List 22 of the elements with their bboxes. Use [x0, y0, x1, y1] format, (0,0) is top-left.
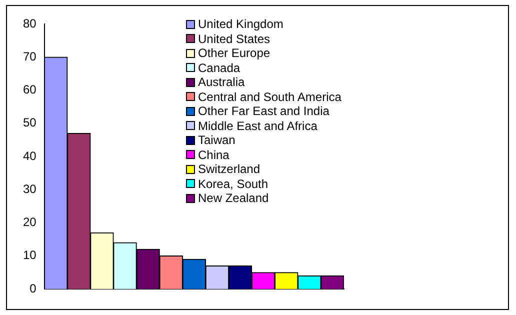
- legend-label: Australia: [198, 75, 245, 90]
- y-tick-label: 40: [22, 148, 37, 163]
- y-tick-label: 70: [22, 49, 37, 64]
- legend-label: Taiwan: [198, 133, 236, 148]
- legend-label: New Zealand: [198, 191, 269, 206]
- y-tick-label: 10: [22, 248, 37, 262]
- y-tick-label: 50: [22, 116, 37, 130]
- legend-label: United States: [198, 32, 270, 46]
- legend-label: Other Europe: [198, 46, 270, 60]
- legend-label: Canada: [198, 60, 240, 75]
- legend-label: United Kingdom: [198, 17, 284, 32]
- legend-label: Korea, South: [198, 176, 268, 191]
- y-tick-label: 20: [22, 215, 37, 230]
- y-tick-label: 30: [22, 182, 37, 196]
- legend-label: Other Far East and India: [198, 104, 330, 118]
- legend-label: China: [198, 148, 230, 162]
- legend-label: Switzerland: [198, 162, 260, 176]
- y-tick-label: 60: [22, 82, 37, 97]
- y-tick-label: 0: [30, 281, 37, 296]
- y-tick-label: 80: [22, 16, 37, 30]
- legend-label: Central and South America: [198, 90, 342, 104]
- legend-label: Middle East and Africa: [198, 118, 318, 133]
